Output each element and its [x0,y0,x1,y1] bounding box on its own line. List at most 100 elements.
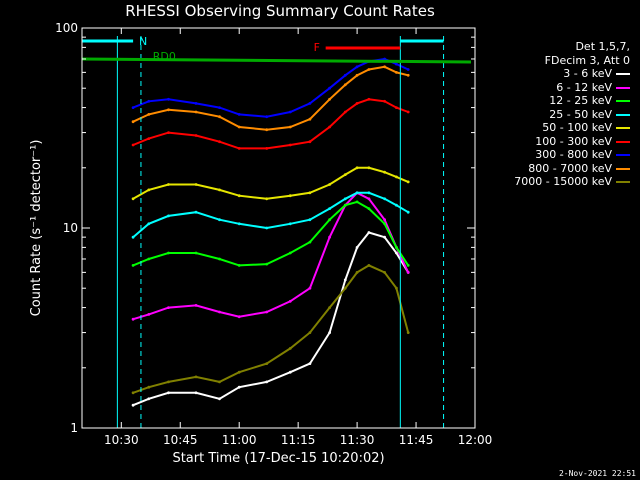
series-7-point [194,110,198,114]
series-4-point [288,194,292,198]
series-5-point [343,110,347,114]
legend: Det 1,5,7, FDecim 3, Att 0 3 - 6 keV 6 - … [478,40,630,189]
series-7-point [237,125,241,129]
series-6-point [167,97,170,101]
series-5-point [406,110,410,114]
series-7-point [383,65,386,69]
series-8-point [383,271,386,274]
series-0-point [147,397,151,401]
legend-swatch [616,73,630,75]
legend-swatch [616,154,630,156]
series-8-point [355,271,359,274]
legend-swatch [616,100,630,102]
series-5-point [237,147,241,150]
series-5-point [288,143,292,147]
series-3-point [395,203,398,207]
series-7-point [343,83,347,87]
series-2-point [147,257,151,261]
legend-item-label: 50 - 100 keV [542,121,612,134]
series-1-point [131,317,135,321]
series-line-3 [132,191,409,238]
series-8-point [288,347,292,350]
legend-item: 6 - 12 keV [478,81,630,95]
series-8-point [147,385,151,389]
series-4-point [355,166,359,170]
series-0-point [218,397,221,401]
series-2-point [355,200,359,204]
series-4-point [194,183,198,186]
series-line-8 [132,264,410,394]
legend-item-label: 100 - 300 keV [535,134,612,148]
legend-item-label: 300 - 800 keV [535,148,612,161]
series-2-point [237,264,241,267]
series-1-point [265,310,269,314]
series-2-point [383,222,386,226]
series-6-point [328,86,331,90]
series-5-point [308,140,312,144]
x-tick-label: 11:30 [340,433,375,447]
series-0-point [355,246,359,249]
series-5-point [147,137,151,141]
series-3-point [383,197,386,201]
series-5-point [167,131,170,135]
x-tick-label: 10:30 [104,433,139,447]
series-7-point [218,115,221,119]
chart-title: RHESSI Observing Summary Count Rates [125,2,435,20]
series-7-point [167,108,170,112]
series-5-point [395,106,398,109]
rd0-bar [81,57,472,64]
legend-item: 800 - 7000 keV [478,162,630,176]
series-2-point [218,257,221,261]
series-3-point [308,218,312,222]
series-6-point [194,102,198,105]
series-0-point [237,385,241,389]
x-tick-label: 10:45 [163,433,198,447]
x-tick-label: 11:45 [399,433,434,447]
y-tick-label: 10 [63,221,78,235]
series-1-point [194,304,198,307]
series-3-point [406,210,410,214]
series-3-point [194,210,198,214]
series-6-point [395,62,398,66]
series-2-point [265,262,269,266]
series-line-0 [132,231,410,407]
series-3-point [367,191,371,195]
series-5-point [131,143,135,147]
series-8-point [194,375,198,379]
x-tick-label: 11:00 [222,433,257,447]
x-tick-label: 12:00 [458,433,493,447]
legend-swatch [616,127,630,129]
series-2-point [194,251,198,255]
series-5-point [265,147,269,150]
generated-timestamp: 2-Nov-2021 22:51 [558,469,636,478]
series-line-7 [132,65,409,131]
rd0-annotation-label: RD0 [153,50,176,63]
series-7-point [265,128,269,132]
n-annotation-label: N [139,35,147,48]
series-2-point [167,251,170,255]
series-3-point [237,222,241,226]
legend-swatch [616,167,630,170]
series-4-point [383,170,386,174]
series-8-point [395,286,398,290]
series-3-point [355,191,359,195]
series-2-point [308,240,312,244]
y-tick-label: 100 [55,21,78,35]
series-1-point [237,315,241,319]
series-0-point [265,380,269,384]
legend-item-label: 12 - 25 keV [549,94,612,107]
series-1-point [218,310,221,314]
series-0-point [288,370,292,374]
series-7-point [308,117,312,121]
series-3-point [288,222,292,226]
series-1-point [383,218,386,222]
series-3-point [265,226,269,230]
x-tick-label: 11:15 [281,433,316,447]
series-8-point [328,306,331,309]
series-1-point [308,286,312,290]
series-2-point [343,203,347,207]
series-4-point [395,175,398,179]
legend-header-line-1: Det 1,5,7, [575,40,630,53]
series-line-2 [132,200,410,267]
